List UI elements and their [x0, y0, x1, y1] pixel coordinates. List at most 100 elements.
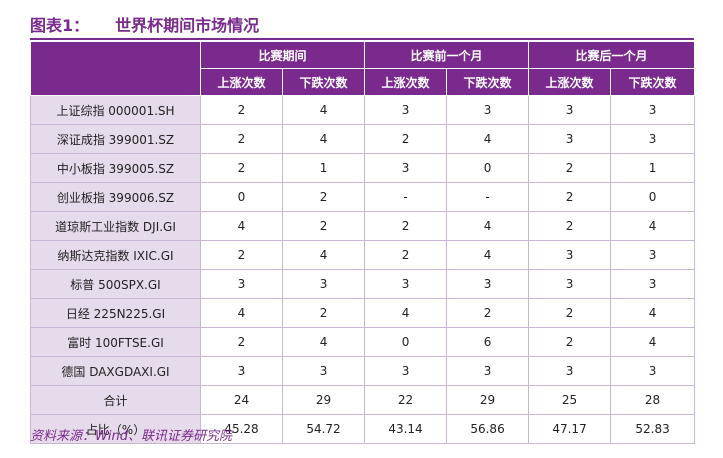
- sub-header-row: 上涨次数 下跌次数 上涨次数 下跌次数 上涨次数 下跌次数: [31, 68, 696, 96]
- figure-subtitle: 世界杯期间市场情况: [115, 16, 260, 35]
- table-cell: 3: [528, 240, 612, 270]
- table-cell: 2: [200, 240, 283, 270]
- table-cell: 3: [610, 269, 696, 299]
- table-cell: 2: [281, 298, 366, 328]
- table-row: 深证成指 399001.SZ 2 4 2 4 3 3: [30, 124, 696, 154]
- table-row: 上证综指 000001.SH 2 4 3 3 3 3: [30, 95, 696, 125]
- table-cell: 1: [610, 153, 696, 183]
- table-cell: 3: [446, 356, 530, 386]
- table-row: 德国 DAXGDAXI.GI 3 3 3 3 3 3: [30, 356, 696, 386]
- table-cell: 3: [281, 356, 366, 386]
- table-cell: 0: [446, 153, 530, 183]
- table-cell: 3: [200, 356, 283, 386]
- table-cell: 4: [200, 211, 283, 241]
- table-cell: 2: [528, 153, 612, 183]
- table-cell: 2: [364, 240, 448, 270]
- table-cell: 0: [364, 327, 448, 357]
- table-cell: 4: [364, 298, 448, 328]
- table-cell: 3: [528, 124, 612, 154]
- table-cell: 2: [528, 211, 612, 241]
- sub-header-down: 下跌次数: [446, 68, 530, 96]
- table-cell: 4: [446, 124, 530, 154]
- table-cell: 56.86: [446, 414, 530, 444]
- table-cell: 2: [364, 124, 448, 154]
- table-cell: 24: [200, 385, 283, 415]
- row-label: 富时 100FTSE.GI: [30, 327, 201, 357]
- table-row: 标普 500SPX.GI 3 3 3 3 3 3: [30, 269, 696, 299]
- table-cell: 25: [528, 385, 612, 415]
- table-cell: 4: [281, 124, 366, 154]
- table-cell: 43.14: [364, 414, 448, 444]
- table-cell: 2: [200, 95, 283, 125]
- table-cell: 2: [281, 182, 366, 212]
- table-cell: 2: [528, 327, 612, 357]
- sub-header-down: 下跌次数: [610, 68, 696, 96]
- title-rule: [30, 38, 694, 40]
- figure-number: 图表1：: [30, 16, 90, 35]
- table-cell: -: [364, 182, 448, 212]
- table-row: 占比（%） 45.28 54.72 43.14 56.86 47.17 52.83: [30, 414, 696, 444]
- sub-header-down: 下跌次数: [281, 68, 366, 96]
- table-cell: 52.83: [610, 414, 696, 444]
- table-cell: 3: [528, 95, 612, 125]
- table-cell: 54.72: [281, 414, 366, 444]
- row-label: 创业板指 399006.SZ: [30, 182, 201, 212]
- table-cell: 3: [281, 269, 366, 299]
- table-cell: 4: [281, 95, 366, 125]
- table-cell: 3: [446, 95, 530, 125]
- row-label: 合计: [30, 385, 201, 415]
- row-label: 中小板指 399005.SZ: [30, 153, 201, 183]
- table-cell: 0: [200, 182, 283, 212]
- group-header-after: 比赛后一个月: [528, 41, 696, 69]
- table-cell: 3: [364, 153, 448, 183]
- row-label: 德国 DAXGDAXI.GI: [30, 356, 201, 386]
- table-row: 日经 225N225.GI 4 2 4 2 2 4: [30, 298, 696, 328]
- row-label: 道琼斯工业指数 DJI.GI: [30, 211, 201, 241]
- table-cell: 3: [528, 356, 612, 386]
- table-cell: 2: [281, 211, 366, 241]
- group-header-during: 比赛期间: [199, 41, 366, 69]
- table-cell: 4: [446, 240, 530, 270]
- row-label: 占比（%）: [30, 414, 201, 444]
- table-cell: 1: [281, 153, 366, 183]
- table-cell: 29: [446, 385, 530, 415]
- table-cell: 29: [281, 385, 366, 415]
- table-row: 富时 100FTSE.GI 2 4 0 6 2 4: [30, 327, 696, 357]
- table-cell: 6: [446, 327, 530, 357]
- row-label: 纳斯达克指数 IXIC.GI: [30, 240, 201, 270]
- table-cell: 2: [200, 124, 283, 154]
- table-body: 上证综指 000001.SH 2 4 3 3 3 3 深证成指 399001.SZ 2 4 2 4 3 3…: [30, 95, 696, 444]
- row-label: 上证综指 000001.SH: [30, 95, 201, 125]
- table-cell: 2: [200, 153, 283, 183]
- table-cell: 4: [200, 298, 283, 328]
- table-cell: 4: [446, 211, 530, 241]
- table-cell: 45.28: [200, 414, 283, 444]
- table-cell: 3: [610, 240, 696, 270]
- table-row: 道琼斯工业指数 DJI.GI 4 2 2 4 2 4: [30, 211, 696, 241]
- group-header-row: 比赛期间 比赛前一个月 比赛后一个月: [30, 41, 696, 96]
- table-cell: 4: [281, 327, 366, 357]
- table-row: 纳斯达克指数 IXIC.GI 2 4 2 4 3 3: [30, 240, 696, 270]
- sub-header-up: 上涨次数: [200, 68, 283, 96]
- corner-header: [30, 41, 201, 96]
- table-cell: 3: [364, 269, 448, 299]
- table-cell: 4: [281, 240, 366, 270]
- table-row: 中小板指 399005.SZ 2 1 3 0 2 1: [30, 153, 696, 183]
- table-cell: 22: [364, 385, 448, 415]
- table-row: 合计 24 29 22 29 25 28: [30, 385, 696, 415]
- table-cell: 2: [364, 211, 448, 241]
- figure-title: 图表1： 世界杯期间市场情况: [30, 12, 259, 36]
- table-cell: 3: [610, 356, 696, 386]
- table-cell: 3: [364, 95, 448, 125]
- table-cell: 3: [364, 356, 448, 386]
- table-cell: 4: [610, 298, 696, 328]
- table-cell: 2: [528, 182, 612, 212]
- table-cell: 28: [610, 385, 696, 415]
- sub-header-up: 上涨次数: [364, 68, 448, 96]
- source-note: 资料来源：Wind、联讯证券研究院: [30, 429, 232, 444]
- row-label: 日经 225N225.GI: [30, 298, 201, 328]
- table-cell: 2: [528, 298, 612, 328]
- row-label: 标普 500SPX.GI: [30, 269, 201, 299]
- table-row: 创业板指 399006.SZ 0 2- -2 0: [30, 182, 696, 212]
- table-cell: 2: [446, 298, 530, 328]
